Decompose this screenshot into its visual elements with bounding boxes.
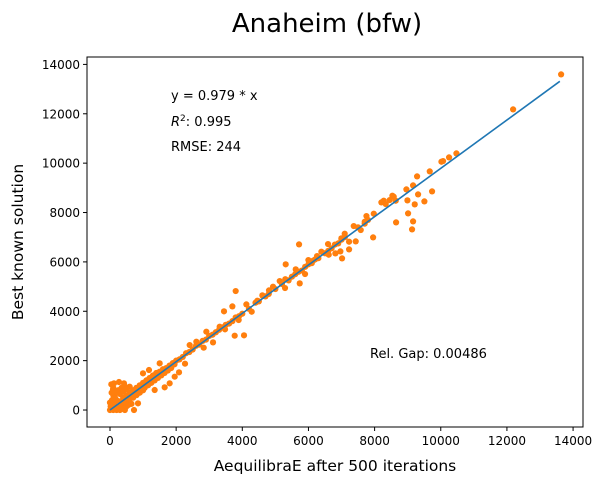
scatter-point: [337, 248, 344, 255]
scatter-point: [229, 303, 236, 310]
scatter-point: [134, 400, 142, 407]
scatter-point: [404, 210, 412, 217]
y-tick-label: 14000: [42, 58, 80, 72]
scatter-point: [282, 261, 289, 268]
chart-title: Anaheim (bfw): [232, 9, 422, 39]
scatter-point: [403, 186, 410, 193]
scatter-point: [411, 201, 418, 208]
scatter-point: [338, 255, 346, 262]
axis-ticks: 0 2000 4000 6000 8000 10000 12000 14000 0 2000 400…: [42, 58, 592, 448]
scatter-points: [106, 71, 565, 414]
scatter-point: [438, 158, 445, 165]
r2-superscript: 2: [180, 114, 186, 124]
scatter-point: [151, 386, 158, 394]
scatter-point: [139, 370, 147, 377]
scatter-point: [558, 71, 565, 78]
scatter-point: [166, 380, 173, 387]
y-tick-label: 8000: [49, 206, 80, 220]
scatter-point: [145, 366, 153, 374]
scatter-point: [209, 339, 217, 346]
scatter-point: [161, 384, 168, 391]
equation-annotation: y = 0.979 * x: [171, 89, 258, 104]
scatter-point: [139, 387, 147, 394]
x-tick-label: 12000: [488, 434, 526, 448]
scatter-point: [421, 198, 428, 205]
scatter-point: [445, 154, 453, 161]
plot-frame: [86, 56, 584, 428]
scatter-point: [364, 216, 372, 224]
scatter-point: [128, 400, 135, 407]
x-tick-label: 14000: [554, 434, 592, 448]
rmse-annotation: RMSE: 244: [171, 140, 241, 155]
scatter-point: [332, 250, 339, 257]
scatter-point: [220, 308, 228, 315]
scatter-point: [404, 197, 411, 204]
scatter-point: [296, 280, 303, 287]
scatter-point: [408, 226, 416, 233]
y-tick-label: 12000: [42, 107, 80, 121]
scatter-point: [232, 287, 239, 295]
scatter-point: [181, 360, 189, 367]
y-tick-label: 2000: [49, 354, 80, 368]
scatter-point: [392, 219, 400, 226]
x-axis-label: AequilibraE after 500 iterations: [214, 457, 457, 475]
scatter-point: [156, 360, 163, 367]
scatter-point: [115, 378, 123, 386]
scatter-point: [171, 373, 178, 380]
r2-value: : 0.995: [186, 115, 232, 130]
x-tick-label: 8000: [359, 434, 390, 448]
y-tick-label: 0: [72, 404, 80, 418]
y-tick-label: 6000: [49, 255, 80, 269]
scatter-point: [414, 191, 422, 198]
scatter-point: [426, 168, 433, 175]
scatter-point: [428, 188, 436, 195]
scatter-point: [123, 385, 130, 393]
y-axis-label: Best known solution: [9, 164, 27, 320]
scatter-point: [240, 332, 248, 339]
scatter-point: [380, 197, 387, 204]
scatter-point: [200, 344, 207, 351]
x-tick-label: 0: [106, 434, 114, 448]
scatter-point: [231, 332, 238, 339]
scatter-point: [175, 369, 183, 376]
y-tick-label: 10000: [42, 157, 80, 171]
scatter-point: [352, 238, 359, 245]
scatter-point: [370, 234, 377, 241]
rel-gap-annotation: Rel. Gap: 0.00486: [370, 347, 487, 362]
fit-line-layer: [109, 80, 561, 411]
y-tick-label: 4000: [49, 305, 80, 319]
scatter-point: [324, 240, 332, 248]
fit-line: [109, 80, 561, 411]
r2-label: R: [171, 115, 180, 130]
scatter-point: [186, 341, 193, 349]
scatter-point: [295, 241, 303, 248]
scatter-point: [413, 173, 421, 180]
x-tick-label: 4000: [227, 434, 258, 448]
scatter-point: [108, 389, 115, 396]
scatter-point: [345, 238, 353, 245]
x-tick-label: 2000: [161, 434, 192, 448]
scatter-point: [354, 224, 362, 231]
scatter-point: [110, 384, 117, 391]
r2-annotation: R2: 0.995: [171, 114, 232, 130]
x-tick-label: 6000: [293, 434, 324, 448]
scatter-point: [106, 399, 114, 406]
scatter-point: [111, 394, 119, 401]
x-tick-label: 10000: [422, 434, 460, 448]
scatter-point: [130, 406, 138, 414]
scatter-point: [386, 196, 393, 204]
scatter-point: [510, 106, 517, 113]
scatter-point: [345, 246, 353, 253]
scatter-point: [409, 218, 417, 225]
